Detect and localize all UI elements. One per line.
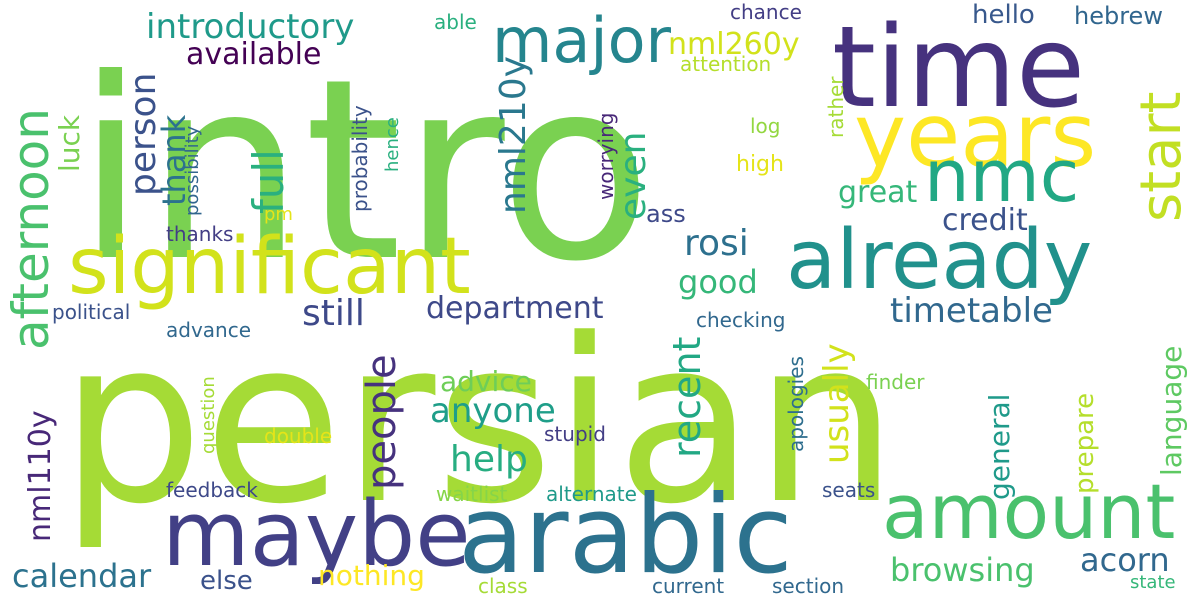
word-ass: ass <box>646 200 686 228</box>
word-good: good <box>678 263 758 301</box>
word-high: high <box>736 152 784 177</box>
word-state: state <box>1130 572 1176 593</box>
word-afternoon: afternoon <box>2 108 60 350</box>
word-able: able <box>434 10 477 34</box>
word-acorn: acorn <box>1080 541 1170 579</box>
word-general: general <box>983 393 1016 500</box>
word-usually: usually <box>817 343 857 464</box>
word-current: current <box>652 574 725 598</box>
word-maybe: maybe <box>162 482 471 587</box>
word-persian: persian <box>60 291 898 554</box>
word-apologies: apologies <box>784 356 808 452</box>
word-rosi: rosi <box>684 223 749 264</box>
word-great: great <box>838 175 918 210</box>
word-significant: significant <box>68 222 471 312</box>
word-advice: advice <box>440 365 532 398</box>
word-nothing: nothing <box>318 559 425 592</box>
word-class: class <box>478 574 528 598</box>
word-rather: rather <box>824 76 848 138</box>
word-already: already <box>786 213 1093 308</box>
word-nml110y: nml110y <box>23 410 58 542</box>
word-attention: attention <box>680 52 772 76</box>
word-arabic: arabic <box>458 473 793 598</box>
word-checking: checking <box>696 308 786 332</box>
word-chance: chance <box>730 0 802 24</box>
word-alternate: alternate <box>546 482 637 506</box>
word-timetable: timetable <box>890 291 1053 331</box>
word-possibility: possibility <box>182 125 203 216</box>
word-probability: probability <box>348 105 372 212</box>
word-feedback: feedback <box>166 478 258 502</box>
word-anyone: anyone <box>430 391 556 431</box>
word-language: language <box>1155 345 1188 476</box>
word-waitlist: waitlist <box>436 482 508 506</box>
word-pm: pm <box>264 204 293 225</box>
word-browsing: browsing <box>890 551 1035 589</box>
word-introductory: introductory <box>146 7 355 47</box>
word-hello: hello <box>972 0 1035 30</box>
word-hebrew: hebrew <box>1074 2 1163 30</box>
word-major: major <box>492 4 672 77</box>
word-nml260y: nml260y <box>668 27 800 62</box>
word-seats: seats <box>822 478 876 502</box>
word-luck: luck <box>53 114 86 172</box>
word-political: political <box>52 300 131 324</box>
word-credit: credit <box>942 203 1028 238</box>
word-start: start <box>1129 91 1194 222</box>
word-recent: recent <box>665 336 709 458</box>
word-thanks: thanks <box>166 222 234 246</box>
word-calendar: calendar <box>12 557 152 595</box>
word-else: else <box>200 566 253 596</box>
word-people: people <box>359 354 405 490</box>
word-finder: finder <box>866 370 925 394</box>
word-double: double <box>264 424 333 448</box>
word-prepare: prepare <box>1070 392 1100 494</box>
word-question: question <box>198 376 219 454</box>
word-still: still <box>302 293 365 334</box>
word-available: available <box>186 37 322 72</box>
word-worrying: worrying <box>594 112 618 200</box>
word-hence: hence <box>382 117 403 172</box>
word-help: help <box>450 439 528 480</box>
word-amount: amount <box>882 467 1176 556</box>
word-intro: intro <box>76 25 653 316</box>
word-department: department <box>426 291 604 326</box>
word-nmc: nmc <box>924 134 1080 218</box>
word-advance: advance <box>166 318 252 342</box>
word-log: log <box>750 114 781 138</box>
word-nml210y: nml210y <box>493 56 534 214</box>
word-time: time <box>832 3 1086 133</box>
word-stupid: stupid <box>544 422 606 446</box>
word-years: years <box>854 84 1097 187</box>
word-section: section <box>772 574 845 598</box>
